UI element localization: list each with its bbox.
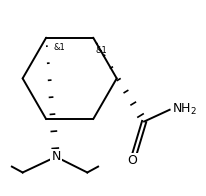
Text: O: O (128, 154, 137, 167)
Text: &1: &1 (95, 45, 107, 54)
Text: &1: &1 (53, 43, 65, 52)
Text: N: N (51, 150, 61, 163)
Text: NH$_2$: NH$_2$ (172, 102, 197, 117)
